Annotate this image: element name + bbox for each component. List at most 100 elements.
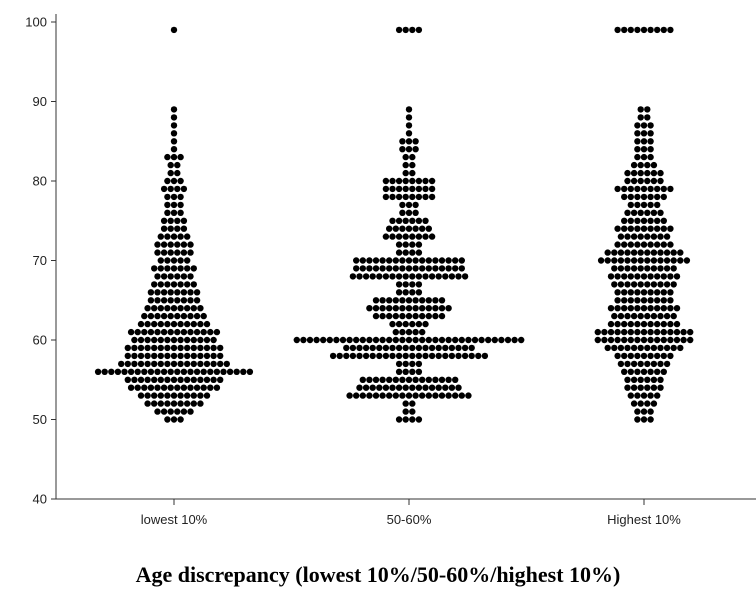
data-point [647, 368, 654, 375]
data-point [647, 26, 654, 34]
data-point [630, 249, 638, 256]
data-point [461, 344, 469, 352]
data-point [644, 400, 651, 407]
data-point [379, 257, 386, 264]
data-point [184, 344, 191, 352]
data-point [637, 177, 644, 185]
data-point [141, 368, 148, 375]
data-point [151, 360, 158, 368]
data-point [164, 209, 171, 216]
data-point [442, 273, 449, 280]
data-point [392, 328, 399, 336]
data-point [425, 265, 432, 272]
data-point [210, 336, 217, 344]
data-point [412, 305, 419, 312]
data-point [174, 384, 181, 391]
data-point [409, 289, 416, 296]
data-point [359, 392, 366, 399]
data-point [650, 161, 658, 169]
data-point [432, 336, 439, 344]
data-point [660, 185, 667, 193]
data-point [213, 384, 221, 391]
data-point [409, 26, 416, 34]
y-tick-label: 60 [33, 333, 47, 348]
data-point [137, 320, 145, 328]
data-point [382, 177, 390, 185]
data-point [647, 138, 654, 145]
data-point [614, 26, 621, 34]
data-point [673, 328, 681, 336]
data-point [657, 360, 664, 368]
data-point [392, 336, 399, 344]
data-point [419, 328, 426, 336]
data-point [180, 249, 188, 256]
data-point [395, 344, 403, 352]
data-point [359, 257, 366, 264]
data-point [402, 289, 409, 296]
data-point [640, 130, 648, 137]
data-point [137, 352, 145, 360]
data-point [141, 312, 148, 320]
data-point [369, 273, 376, 280]
data-point [428, 193, 436, 201]
data-point [438, 312, 446, 320]
data-point [634, 320, 641, 328]
data-point [190, 281, 197, 288]
data-point [614, 297, 621, 304]
data-point [392, 305, 399, 312]
data-point [167, 368, 174, 375]
data-point [465, 336, 472, 344]
data-point [392, 312, 399, 320]
data-point [637, 161, 644, 169]
data-point [137, 336, 145, 344]
data-point [438, 265, 446, 272]
data-point [637, 360, 644, 368]
data-point [405, 392, 413, 399]
data-point [624, 312, 631, 320]
data-point [422, 193, 429, 201]
data-point [167, 312, 174, 320]
data-point [627, 392, 634, 399]
data-point [197, 376, 204, 383]
data-point [637, 114, 644, 121]
data-point [419, 336, 426, 344]
data-point [164, 305, 171, 312]
data-point [409, 241, 416, 248]
data-point [157, 392, 164, 399]
data-point [359, 336, 366, 344]
data-point [184, 233, 191, 240]
data-point [386, 305, 393, 312]
data-point [177, 177, 184, 185]
data-point [343, 352, 350, 360]
data-point [614, 336, 621, 344]
data-point [213, 368, 221, 375]
data-point [157, 344, 164, 352]
data-point [415, 416, 423, 423]
data-point [647, 217, 654, 224]
data-point [174, 249, 181, 256]
data-point [640, 138, 648, 145]
data-point [670, 257, 677, 264]
data-point [167, 384, 174, 391]
data-point [170, 193, 178, 201]
data-point [637, 344, 644, 352]
data-point [415, 384, 423, 391]
data-point [409, 161, 416, 169]
data-point [637, 257, 644, 264]
data-point [180, 225, 188, 232]
data-point [647, 201, 654, 209]
data-point [121, 368, 128, 375]
data-point [405, 225, 413, 232]
data-point [647, 273, 654, 280]
data-point [362, 352, 370, 360]
data-point [137, 344, 145, 352]
data-point [386, 376, 393, 383]
data-point [151, 344, 158, 352]
data-point [412, 201, 419, 209]
data-point [151, 265, 158, 272]
data-point [389, 352, 396, 360]
data-point [663, 360, 671, 368]
data-point [445, 336, 452, 344]
data-point [167, 241, 174, 248]
data-point [428, 384, 436, 391]
